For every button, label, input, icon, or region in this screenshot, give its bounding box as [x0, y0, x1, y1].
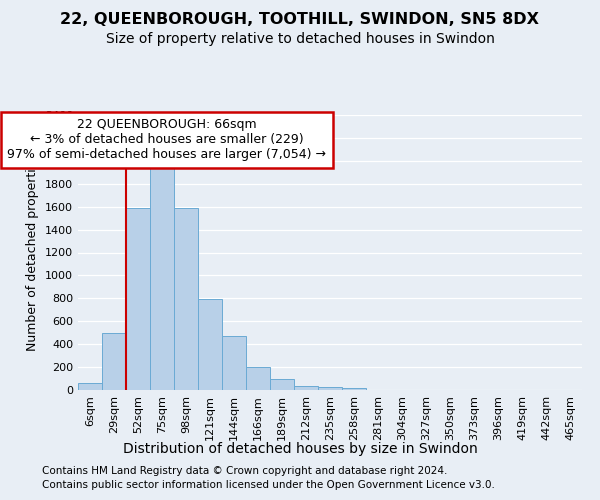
Bar	[342, 388, 366, 390]
Text: Contains HM Land Registry data © Crown copyright and database right 2024.: Contains HM Land Registry data © Crown c…	[42, 466, 448, 476]
Text: Contains public sector information licensed under the Open Government Licence v3: Contains public sector information licen…	[42, 480, 495, 490]
Bar	[246, 367, 270, 390]
Bar	[78, 383, 102, 390]
Y-axis label: Number of detached properties: Number of detached properties	[26, 154, 40, 351]
Text: Distribution of detached houses by size in Swindon: Distribution of detached houses by size …	[122, 442, 478, 456]
Text: Size of property relative to detached houses in Swindon: Size of property relative to detached ho…	[106, 32, 494, 46]
Bar	[270, 379, 294, 390]
Bar	[222, 336, 246, 390]
Bar	[198, 300, 222, 390]
Text: 22, QUEENBOROUGH, TOOTHILL, SWINDON, SN5 8DX: 22, QUEENBOROUGH, TOOTHILL, SWINDON, SN5…	[61, 12, 539, 28]
Bar	[126, 208, 150, 390]
Bar	[318, 387, 342, 390]
Bar	[174, 208, 198, 390]
Bar	[102, 332, 126, 390]
Text: 22 QUEENBOROUGH: 66sqm
← 3% of detached houses are smaller (229)
97% of semi-det: 22 QUEENBOROUGH: 66sqm ← 3% of detached …	[7, 118, 326, 162]
Bar	[150, 166, 174, 390]
Bar	[294, 386, 318, 390]
